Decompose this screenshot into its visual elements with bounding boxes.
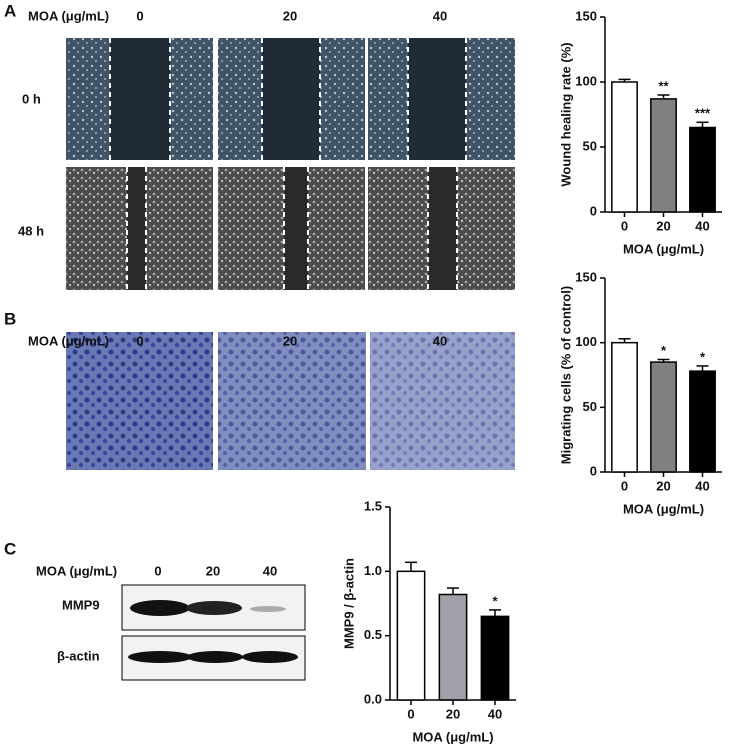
y-tick-label: 0: [590, 203, 597, 218]
significance: ***: [695, 106, 711, 121]
band-label: MMP9: [62, 597, 100, 612]
treatment-label: MOA (μg/mL): [36, 563, 117, 578]
band-label: β-actin: [57, 648, 100, 663]
y-tick-label: 50: [583, 138, 597, 153]
x-axis-label: MOA (μg/mL): [623, 501, 704, 516]
bar: [396, 570, 426, 701]
dose-label: 0: [136, 333, 143, 348]
significance: *: [700, 349, 706, 364]
x-tick-label: 0: [621, 478, 628, 493]
y-tick-label: 0.0: [364, 691, 382, 706]
x-tick-label: 0: [407, 706, 414, 721]
x-tick-label: 20: [446, 706, 460, 721]
x-tick-label: 20: [656, 478, 670, 493]
significance: *: [661, 343, 667, 358]
bar: [650, 98, 677, 213]
treatment-label: MOA (μg/mL): [28, 333, 109, 348]
bar: [611, 81, 638, 213]
y-tick-label: 0: [590, 463, 597, 478]
bar: [438, 593, 468, 701]
bar: [611, 341, 638, 473]
y-axis-label: Wound healing rate (%): [558, 42, 573, 186]
bar: [689, 126, 716, 213]
x-axis-label: MOA (μg/mL): [623, 241, 704, 256]
bar: [480, 615, 510, 701]
dose-label: 0: [154, 563, 161, 578]
dose-label: 40: [263, 563, 277, 578]
dose-label: 40: [433, 8, 447, 23]
panel-b-images: [66, 332, 515, 470]
significance: **: [658, 78, 669, 93]
x-tick-label: 20: [656, 218, 670, 233]
x-tick-label: 0: [621, 218, 628, 233]
bar: [689, 370, 716, 473]
dose-label: 20: [206, 563, 220, 578]
y-tick-label: 50: [583, 399, 597, 414]
dose-label: 20: [283, 8, 297, 23]
y-axis-label: MMP9 / β-actin: [341, 558, 356, 649]
x-tick-label: 40: [695, 478, 709, 493]
time-label: 48 h: [18, 223, 44, 238]
dose-label: 0: [136, 8, 143, 23]
y-tick-label: 1.5: [364, 498, 382, 513]
y-tick-label: 100: [575, 73, 597, 88]
panel-label: B: [4, 309, 16, 328]
panel-label: C: [4, 539, 16, 558]
bar: [650, 361, 677, 473]
dose-label: 40: [433, 333, 447, 348]
y-axis-label: Migrating cells (% of control): [558, 286, 573, 464]
treatment-label: MOA (μg/mL): [28, 8, 109, 23]
x-axis-label: MOA (μg/mL): [412, 729, 493, 744]
y-tick-label: 1.0: [364, 563, 382, 578]
x-tick-label: 40: [695, 218, 709, 233]
y-tick-label: 0.5: [364, 627, 382, 642]
panel-a-images: [66, 38, 515, 290]
significance: *: [492, 593, 498, 608]
time-label: 0 h: [22, 91, 41, 106]
western-blot: [121, 584, 306, 681]
y-tick-label: 100: [575, 334, 597, 349]
dose-label: 20: [283, 333, 297, 348]
y-tick-label: 150: [575, 269, 597, 284]
y-tick-label: 150: [575, 8, 597, 23]
panel-label: A: [4, 1, 16, 20]
x-tick-label: 40: [488, 706, 502, 721]
